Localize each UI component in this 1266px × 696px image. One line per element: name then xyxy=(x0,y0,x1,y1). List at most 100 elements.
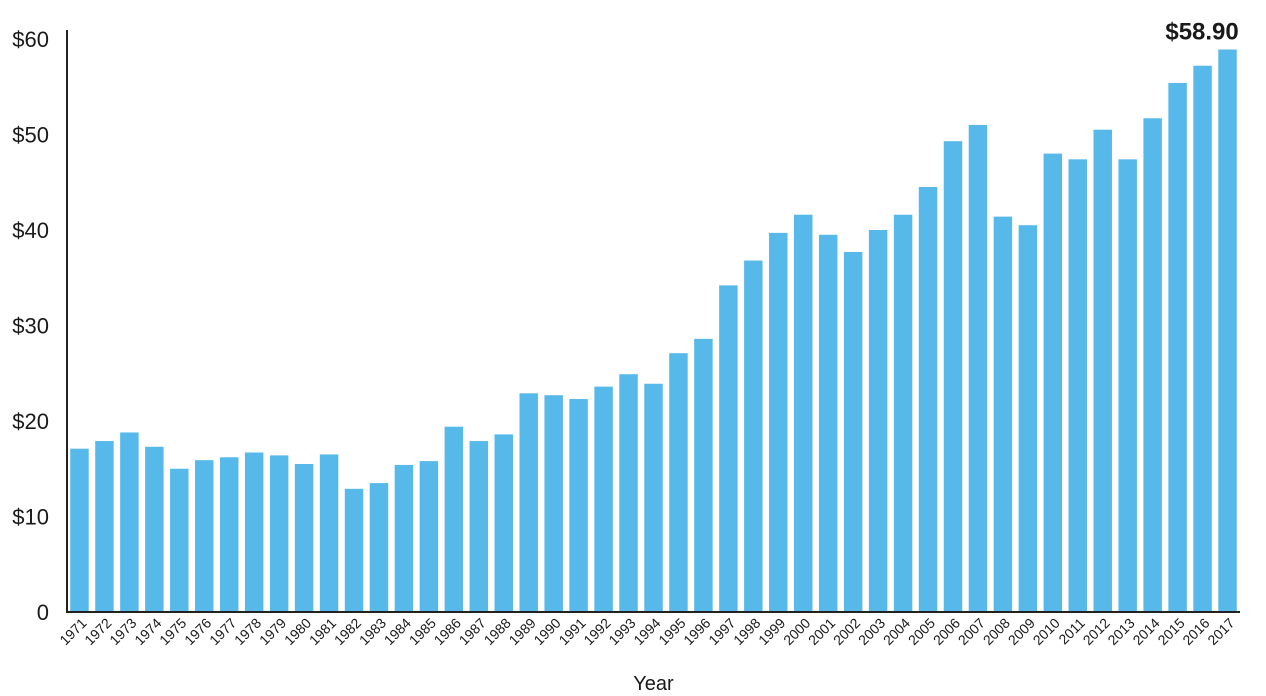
bar-1982 xyxy=(344,488,364,612)
y-tick-label: $60 xyxy=(12,27,49,52)
x-tick-label-2003: 2003 xyxy=(855,615,888,648)
bar-1988 xyxy=(494,434,513,612)
x-tick-label-1997: 1997 xyxy=(705,615,738,648)
bar-1971 xyxy=(70,448,89,612)
x-tick-label-1999: 1999 xyxy=(755,615,788,648)
bar-1989 xyxy=(519,393,538,612)
bar-1977 xyxy=(219,457,239,612)
y-tick-label: $20 xyxy=(12,409,49,434)
x-axis-label: Year xyxy=(633,673,674,695)
bar-1993 xyxy=(619,374,638,612)
x-tick-label-2016: 2016 xyxy=(1179,615,1212,648)
bar-1981 xyxy=(319,454,339,612)
x-tick-label-2002: 2002 xyxy=(830,615,863,648)
x-tick-label-1981: 1981 xyxy=(306,615,339,648)
y-tick-label: $50 xyxy=(12,123,49,148)
x-tick-label-1987: 1987 xyxy=(456,615,489,648)
bar-1975 xyxy=(170,468,189,612)
bar-1976 xyxy=(195,460,214,612)
x-tick-label-1991: 1991 xyxy=(555,615,588,648)
x-tick-label-1986: 1986 xyxy=(431,615,464,648)
bar-2005 xyxy=(918,187,938,612)
y-tick-label: $40 xyxy=(12,218,49,243)
x-tick-label-2008: 2008 xyxy=(980,615,1013,648)
x-tick-label-2009: 2009 xyxy=(1005,615,1038,648)
bar-1978 xyxy=(244,452,264,612)
bar-1998 xyxy=(744,260,763,612)
x-tick-label-1998: 1998 xyxy=(730,615,763,648)
x-tick-label-1976: 1976 xyxy=(181,615,214,648)
x-tick-label-1983: 1983 xyxy=(356,615,389,648)
y-tick-label: 0 xyxy=(37,600,49,625)
x-tick-label-1994: 1994 xyxy=(630,615,663,648)
bar-1997 xyxy=(719,285,738,612)
y-tick-label: $30 xyxy=(12,314,49,339)
bar-2004 xyxy=(893,214,913,612)
bar-1986 xyxy=(444,426,464,612)
bar-2000 xyxy=(794,214,813,612)
bar-2003 xyxy=(868,230,888,612)
bar-2013 xyxy=(1118,159,1137,612)
x-tick-label-1992: 1992 xyxy=(580,615,613,648)
x-tick-label-1979: 1979 xyxy=(256,615,289,648)
x-tick-label-1978: 1978 xyxy=(231,615,264,648)
x-tick-label-1995: 1995 xyxy=(655,615,688,648)
x-tick-label-2004: 2004 xyxy=(880,615,913,648)
bar-2006 xyxy=(943,141,963,612)
x-tick-label-1990: 1990 xyxy=(530,615,563,648)
bar-1987 xyxy=(469,441,489,612)
x-tick-label-2000: 2000 xyxy=(780,615,813,648)
x-tick-label-2012: 2012 xyxy=(1080,615,1113,648)
x-tick-label-1975: 1975 xyxy=(156,615,189,648)
bar-1980 xyxy=(294,463,314,612)
x-tick-label-2011: 2011 xyxy=(1055,615,1088,648)
bar-1972 xyxy=(95,441,114,612)
x-tick-label-2007: 2007 xyxy=(955,615,988,648)
bar-2012 xyxy=(1093,129,1112,613)
bar-2017 xyxy=(1218,49,1237,612)
value-annotation: $58.90 xyxy=(1165,19,1238,46)
x-tick-label-2005: 2005 xyxy=(905,615,938,648)
x-tick-label-1988: 1988 xyxy=(481,615,514,648)
bar-2009 xyxy=(1018,225,1038,612)
bar-1994 xyxy=(644,383,663,612)
bar-1991 xyxy=(569,399,588,612)
bars-group xyxy=(70,49,1237,613)
x-tick-label-1971: 1971 xyxy=(56,615,89,648)
bar-2016 xyxy=(1193,65,1212,613)
x-tick-label-1984: 1984 xyxy=(381,615,414,648)
x-tick-label-2017: 2017 xyxy=(1204,615,1237,648)
x-tick-label-1973: 1973 xyxy=(106,615,139,648)
bar-1974 xyxy=(145,446,164,612)
bar-1992 xyxy=(594,386,613,612)
x-tick-label-1982: 1982 xyxy=(331,615,364,648)
bar-2001 xyxy=(818,234,838,612)
x-tick-label-1985: 1985 xyxy=(406,615,439,648)
x-tick-label-2006: 2006 xyxy=(930,615,963,648)
x-tick-label-2015: 2015 xyxy=(1154,615,1187,648)
bar-1983 xyxy=(369,483,389,612)
y-tick-label: $10 xyxy=(12,505,49,530)
x-tick-label-1977: 1977 xyxy=(206,615,239,648)
bar-2008 xyxy=(993,216,1013,612)
bar-2014 xyxy=(1143,118,1162,612)
bar-2002 xyxy=(843,251,863,612)
bar-2007 xyxy=(968,124,988,612)
x-tick-label-2010: 2010 xyxy=(1030,615,1063,648)
x-tick-label-1996: 1996 xyxy=(680,615,713,648)
x-tick-label-1989: 1989 xyxy=(505,615,538,648)
x-tick-label-2013: 2013 xyxy=(1104,615,1137,648)
x-tick-label-2001: 2001 xyxy=(805,615,838,648)
bar-2011 xyxy=(1068,159,1088,612)
bar-1984 xyxy=(394,464,414,612)
x-tick-label-1993: 1993 xyxy=(605,615,638,648)
x-tick-label-1974: 1974 xyxy=(131,615,164,648)
bar-1973 xyxy=(120,432,139,612)
x-axis-ticks: 1971197219731974197519761977197819791980… xyxy=(56,615,1238,648)
bar-2015 xyxy=(1168,82,1187,613)
bar-1990 xyxy=(544,395,563,612)
bar-1985 xyxy=(419,461,439,612)
x-tick-label-1972: 1972 xyxy=(81,615,114,648)
bar-1996 xyxy=(694,338,713,612)
